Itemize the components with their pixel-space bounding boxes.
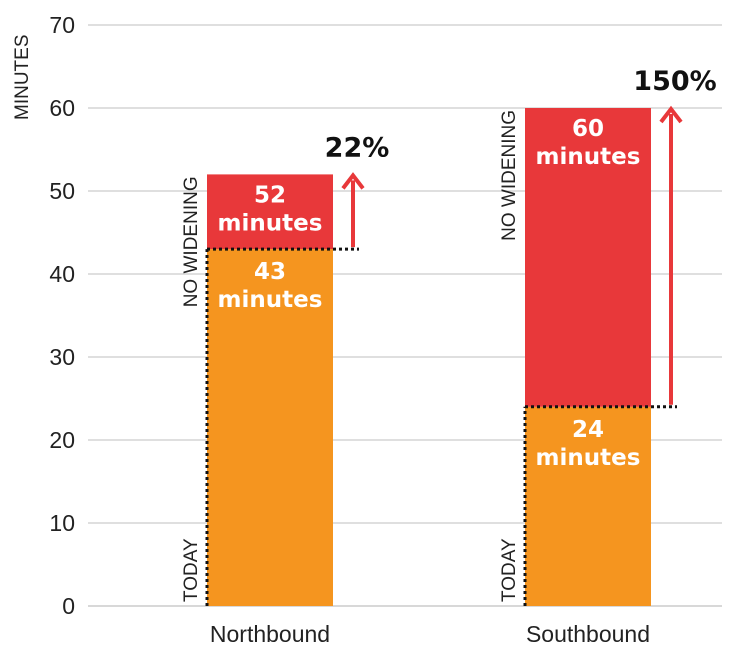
no-widening-tag: NO WIDENING: [181, 176, 202, 307]
bar-today: [525, 406, 651, 606]
today-value-label: 43: [254, 259, 286, 285]
today-tag: TODAY: [181, 538, 202, 602]
no-widening-unit-label: minutes: [536, 144, 641, 170]
today-tag: TODAY: [499, 538, 520, 602]
today-unit-label: minutes: [218, 287, 323, 313]
y-tick-label: 30: [49, 344, 75, 370]
x-axis: Northbound Southbound: [210, 621, 650, 647]
y-axis-label: MINUTES: [12, 35, 33, 121]
bar-no-widening: [207, 174, 333, 250]
y-tick-label: 0: [62, 593, 75, 619]
increase-arrow-head: [341, 172, 365, 190]
no-widening-unit-label: minutes: [218, 210, 323, 236]
y-tick-label: 70: [49, 12, 75, 38]
category-label: Northbound: [210, 621, 330, 647]
y-tick-label: 20: [49, 427, 75, 453]
bar-no-widening: [525, 108, 651, 407]
no-widening-value-label: 52: [254, 182, 286, 208]
bar-today: [207, 249, 333, 606]
no-widening-value-label: 60: [572, 116, 604, 142]
today-value-label: 24: [572, 417, 604, 443]
bars: [207, 108, 651, 606]
increase-percent-label: 150%: [633, 66, 716, 97]
y-tick-label: 50: [49, 178, 75, 204]
y-tick-label: 40: [49, 261, 75, 287]
y-tick-label: 60: [49, 95, 75, 121]
increase-arrow-head: [659, 105, 683, 124]
category-label: Southbound: [526, 621, 650, 647]
no-widening-tag: NO WIDENING: [499, 110, 520, 241]
today-unit-label: minutes: [536, 445, 641, 471]
increase-percent-label: 22%: [325, 132, 390, 163]
y-axis: 0 10 20 30 40 50 60 70: [49, 12, 75, 619]
y-tick-label: 10: [49, 510, 75, 536]
